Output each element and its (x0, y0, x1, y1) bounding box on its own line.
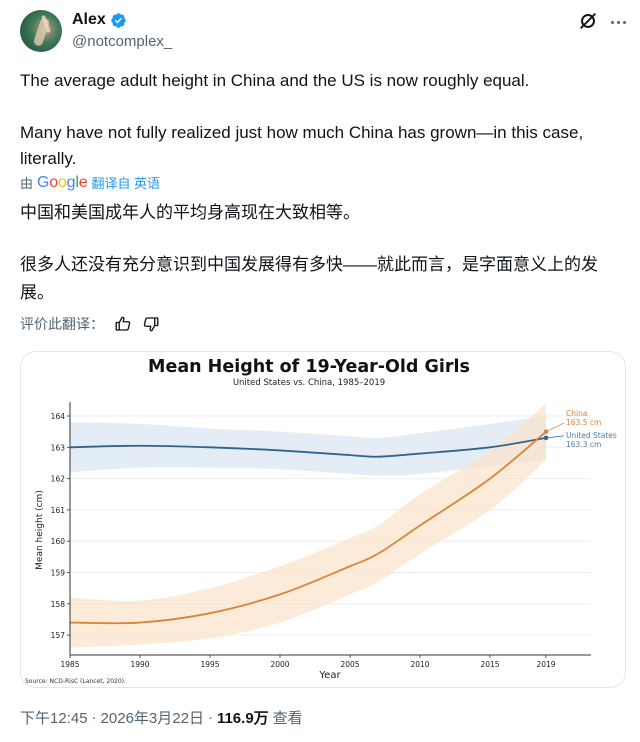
x-tick-label: 2015 (480, 660, 499, 669)
thumbs-up-icon[interactable] (114, 315, 132, 333)
y-tick-label: 157 (51, 631, 66, 640)
us-end-value: 163.3 cm (566, 440, 601, 449)
chart-source: Source: NCD-RisC (Lancet, 2020). (25, 678, 126, 685)
author-handle[interactable]: @notcomplex_ (72, 33, 173, 50)
google-logo-icon: Google (37, 173, 88, 191)
series-line-united-states (69, 437, 547, 458)
chart-image[interactable]: Mean Height of 19-Year-Old Girls United … (20, 351, 626, 688)
confidence-band-united-states (70, 416, 546, 476)
tweet-line-2: Many have not fully realized just how mu… (20, 123, 588, 168)
author-name[interactable]: Alex (72, 11, 106, 28)
views-count: 116.9万 (216, 710, 269, 727)
chart-title: Mean Height of 19-Year-Old Girls (148, 357, 470, 377)
china-end-value: 163.5 cm (566, 418, 601, 427)
chart-subtitle: United States vs. China, 1985–2019 (233, 378, 385, 388)
views-label: 查看 (272, 710, 303, 727)
chart-confidence-bands (70, 403, 546, 648)
meta-separator: · (91, 709, 97, 726)
tweet-header: Alex @notcomplex_ (0, 0, 640, 60)
meta-separator: · (207, 709, 213, 726)
x-tick-label: 2010 (410, 660, 429, 669)
tweet-line-1: The average adult height in China and th… (20, 71, 530, 90)
more-dot-icon (622, 20, 626, 24)
chart-axes: 157 158 159 160 161 162 163 164 1985 1990 1995 2000… (51, 402, 591, 669)
y-tick-label: 159 (51, 569, 66, 578)
tweet-time[interactable]: 下午12:45 (20, 710, 88, 727)
x-tick-label: 1995 (200, 660, 219, 669)
china-end-label: China (566, 409, 587, 418)
tweet-date[interactable]: 2026年3月22日 (100, 710, 204, 727)
more-dot-icon (616, 20, 620, 24)
rate-translation-label: 评价此翻译： (20, 316, 104, 332)
more-options-button[interactable] (605, 12, 631, 32)
chart-y-axis-label: Mean height (cm) (35, 490, 45, 570)
verified-badge-icon (111, 12, 126, 28)
translation-line-1: 中国和美国成年人的平均身高现在大致相等。 (20, 203, 360, 222)
end-point-marker (543, 429, 549, 434)
rate-translation: 评价此翻译： (20, 314, 160, 334)
y-tick-label: 164 (51, 412, 66, 421)
y-tick-label: 158 (51, 600, 66, 609)
y-tick-label: 163 (51, 443, 66, 452)
x-tick-label: 2005 (340, 660, 359, 669)
thumbs-down-icon[interactable] (142, 315, 160, 333)
author-name-row: Alex (72, 11, 127, 29)
chart-x-axis-label: Year (318, 670, 341, 681)
translated-by-prefix: 由 (20, 176, 34, 191)
y-tick-label: 162 (51, 475, 66, 484)
series-line-china (69, 430, 547, 625)
x-tick-label: 2019 (536, 660, 555, 669)
x-tick-label: 1990 (130, 660, 149, 669)
avatar[interactable] (20, 10, 62, 52)
us-end-label: United States (566, 431, 617, 440)
translation-attribution: 由 Google 翻译自 英语 (20, 173, 160, 192)
us-label-leader (545, 435, 565, 439)
tweet-text: The average adult height in China and th… (20, 68, 620, 172)
x-tick-label: 2000 (270, 660, 289, 669)
china-label-leader (545, 422, 565, 432)
x-tick-label: 1985 (60, 660, 79, 669)
y-tick-label: 161 (51, 506, 66, 515)
translated-text: 中国和美国成年人的平均身高现在大致相等。 很多人还没有充分意识到中国发展得有多快… (20, 199, 624, 307)
tweet-meta: 下午12:45 · 2026年3月22日 · 116.9万 查看 (20, 707, 303, 728)
height-chart: Mean Height of 19-Year-Old Girls United … (25, 357, 617, 685)
grok-icon[interactable] (577, 10, 599, 32)
translation-line-2: 很多人还没有充分意识到中国发展得有多快——就此而言，是字面意义上的发展。 (20, 255, 598, 302)
y-tick-label: 160 (51, 537, 66, 546)
translated-from-link[interactable]: 翻译自 英语 (91, 176, 161, 191)
more-dot-icon (610, 20, 614, 24)
